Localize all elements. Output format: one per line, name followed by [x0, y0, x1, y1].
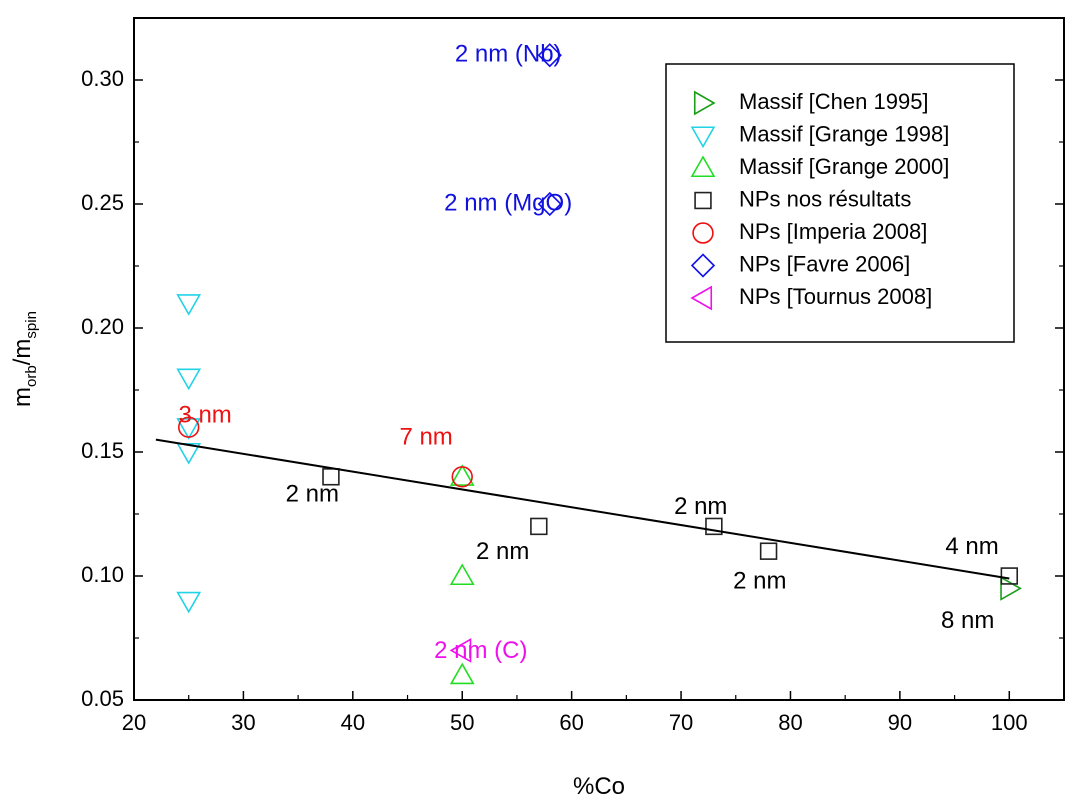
legend-marker-massif-chen-1995: [693, 90, 716, 116]
annotation-label-6: 2 nm: [476, 538, 529, 565]
annotation-label-9: 4 nm: [945, 533, 998, 560]
annotation-label-2: 2 nm (MgO): [444, 189, 572, 216]
point-massif-grange-1998-5: [176, 591, 202, 614]
point-massif-grange-2000-1: [449, 464, 475, 486]
y-axis-title-main: m: [9, 387, 36, 407]
annotation-label-4: 7 nm: [399, 424, 452, 451]
annotations-layer: 2 nm (Nb) 2 nm (MgO) 3 nm 7 nm 2 nm 2 nm 2 nm 2…: [178, 41, 998, 664]
annotation-label-1: 2 nm (Nb): [455, 41, 562, 68]
point-nps-favre-2006-2: [537, 191, 562, 217]
x-tick-label-90: 90: [888, 710, 912, 735]
x-tick-label-50: 50: [450, 710, 474, 735]
annotation-label-8: 2 nm: [733, 568, 786, 595]
point-massif-grange-2000-2: [449, 563, 475, 586]
legend-label-nps-tournus-2008: NPs [Tournus 2008]: [739, 284, 932, 309]
y-axis-title-sub1: orb: [23, 365, 40, 387]
legend-marker-nps-nos-resultats: [694, 191, 712, 210]
plot-frame: [133, 17, 1065, 701]
x-tick-label-100: 100: [991, 710, 1028, 735]
legend-marker-massif-grange-2000: [690, 155, 716, 178]
annotation-label-10: 8 nm: [941, 607, 994, 634]
y-axis-title-sep: /m: [9, 339, 36, 366]
point-massif-chen-1995-1: [1000, 576, 1022, 601]
legend: Massif [Chen 1995] Massif [Grange 1998] Ma…: [665, 63, 1015, 343]
y-tick-label-6: 0.30: [81, 66, 124, 91]
x-tick-label-80: 80: [778, 710, 802, 735]
point-nps-nos-resultats-4: [759, 542, 778, 560]
point-massif-grange-1998-2: [176, 368, 202, 391]
x-tick-label-60: 60: [559, 710, 583, 735]
x-tick-label-70: 70: [669, 710, 693, 735]
ticks-layer: 20 30 40 50 60 70 80 90 100 0.05 0.10 0.15 0.20 0.25 0…: [81, 66, 1064, 735]
legend-marker-nps-imperia-2008: [692, 222, 714, 244]
annotation-label-11: 2 nm (C): [434, 637, 527, 664]
y-tick-label-4: 0.20: [81, 314, 124, 339]
point-nps-nos-resultats-3: [705, 517, 723, 536]
point-massif-grange-1998-4: [176, 442, 202, 465]
x-tick-label-40: 40: [341, 710, 365, 735]
point-nps-imperia-2008-2: [451, 466, 473, 488]
legend-label-nps-favre-2006: NPs [Favre 2006]: [739, 251, 910, 276]
annotation-label-5: 2 nm: [286, 481, 339, 508]
annotation-label-3: 3 nm: [178, 401, 231, 428]
x-axis-title: %Co: [573, 773, 625, 800]
legend-marker-nps-tournus-2008: [690, 285, 713, 311]
legend-label-nps-nos-resultats: NPs nos résultats: [739, 186, 911, 211]
y-axis-title: morb/mspin: [9, 311, 40, 407]
y-tick-label-1: 0.05: [81, 686, 124, 711]
legend-label-massif-grange-2000: Massif [Grange 2000]: [739, 154, 949, 179]
point-nps-nos-resultats-5: [1000, 567, 1019, 585]
legend-marker-massif-grange-1998: [690, 126, 716, 149]
point-nps-nos-resultats-2: [530, 517, 548, 536]
x-tick-label-20: 20: [122, 710, 146, 735]
y-axis-title-sub2: spin: [23, 311, 40, 339]
point-massif-grange-2000-3: [449, 662, 475, 685]
annotation-label-7: 2 nm: [674, 493, 727, 520]
markers-layer: [176, 43, 1022, 685]
point-massif-grange-1998-3: [176, 418, 202, 440]
point-nps-tournus-2008-1: [449, 638, 472, 663]
y-tick-label-3: 0.15: [81, 438, 124, 463]
y-tick-label-5: 0.25: [81, 190, 124, 215]
fit-line: [155, 438, 1010, 580]
point-nps-favre-2006-1: [537, 43, 562, 68]
legend-label-massif-grange-1998: Massif [Grange 1998]: [739, 121, 949, 146]
x-tick-label-30: 30: [231, 710, 255, 735]
point-massif-grange-1998-1: [176, 294, 202, 316]
legend-box: [665, 63, 1015, 343]
legend-label-nps-imperia-2008: NPs [Imperia 2008]: [739, 219, 927, 244]
point-nps-imperia-2008-1: [178, 416, 200, 438]
legend-label-massif-chen-1995: Massif [Chen 1995]: [739, 89, 929, 114]
legend-marker-nps-favre-2006: [690, 253, 716, 278]
y-tick-label-2: 0.10: [81, 562, 124, 587]
